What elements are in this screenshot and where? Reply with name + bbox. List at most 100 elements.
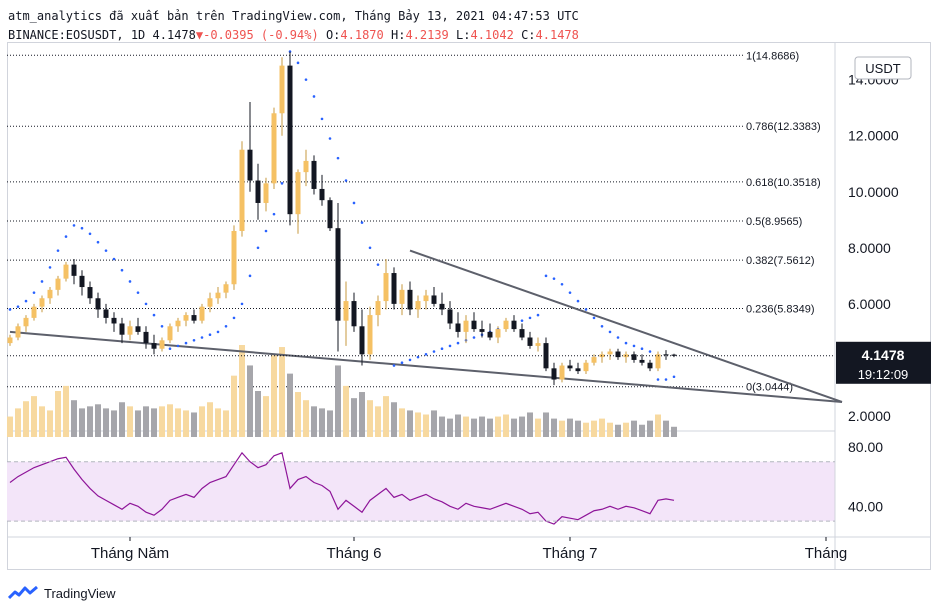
candle[interactable] (575, 362, 581, 374)
trendlines[interactable] (9, 249, 843, 403)
candle[interactable] (647, 359, 653, 372)
candle[interactable] (7, 334, 13, 346)
candle[interactable] (47, 287, 53, 304)
candle[interactable] (535, 337, 541, 352)
candle[interactable] (455, 312, 461, 338)
candle[interactable] (351, 292, 357, 332)
candle[interactable] (119, 317, 125, 344)
candle[interactable] (135, 317, 141, 335)
candle[interactable] (623, 351, 629, 363)
candle[interactable] (207, 292, 213, 313)
candle[interactable] (511, 315, 517, 332)
candle[interactable] (407, 281, 413, 316)
candle[interactable] (223, 281, 229, 299)
trendline-1[interactable] (409, 249, 843, 403)
candle[interactable] (439, 292, 445, 316)
candle-body (615, 351, 621, 358)
candle[interactable] (303, 149, 309, 187)
candle[interactable] (199, 303, 205, 324)
candle[interactable] (335, 202, 341, 352)
candle[interactable] (95, 292, 101, 318)
candle[interactable] (479, 320, 485, 338)
parabolic-sar (8, 50, 676, 381)
candle[interactable] (463, 315, 469, 344)
candles[interactable] (7, 51, 677, 386)
candle[interactable] (639, 354, 645, 366)
candle[interactable] (503, 317, 509, 332)
candle[interactable] (287, 51, 293, 226)
candle[interactable] (127, 320, 133, 341)
candle[interactable] (63, 261, 69, 282)
tradingview-logo[interactable]: TradingView (8, 584, 116, 602)
candle[interactable] (279, 57, 285, 136)
candle[interactable] (167, 323, 173, 344)
volume-bar (103, 408, 109, 437)
symbol-label[interactable]: BINANCE:EOSUSDT, 1D (8, 28, 146, 42)
candle[interactable] (471, 312, 477, 332)
candle[interactable] (175, 317, 181, 332)
candle[interactable] (447, 301, 453, 330)
candle[interactable] (551, 362, 557, 386)
candle[interactable] (431, 287, 437, 307)
candle[interactable] (607, 348, 613, 360)
candle[interactable] (359, 309, 365, 366)
candle[interactable] (191, 309, 197, 324)
candle[interactable] (495, 326, 501, 344)
currency-badge[interactable]: USDT (854, 56, 912, 80)
candle[interactable] (239, 141, 245, 237)
candle[interactable] (343, 281, 349, 346)
candle[interactable] (247, 102, 253, 192)
candle[interactable] (375, 295, 381, 327)
candle[interactable] (55, 275, 61, 296)
candle[interactable] (519, 323, 525, 341)
candle[interactable] (599, 351, 605, 363)
candle[interactable] (399, 284, 405, 316)
candle[interactable] (15, 323, 21, 341)
volume-bar (287, 373, 293, 437)
candle[interactable] (583, 359, 589, 374)
sar-dot (296, 61, 300, 65)
candle[interactable] (527, 331, 533, 349)
volume-bar (23, 401, 29, 437)
candle[interactable] (295, 169, 301, 234)
candle[interactable] (31, 303, 37, 321)
candle[interactable] (311, 155, 317, 195)
candle-body (663, 354, 669, 356)
candle[interactable] (415, 295, 421, 318)
sar-dot (424, 353, 428, 356)
trendline-0[interactable] (9, 330, 843, 403)
candle[interactable] (655, 351, 661, 372)
candle[interactable] (543, 337, 549, 372)
candle[interactable] (487, 323, 493, 341)
candle[interactable] (615, 348, 621, 360)
candle[interactable] (87, 281, 93, 304)
candle[interactable] (79, 270, 85, 296)
candle[interactable] (591, 354, 597, 366)
candle[interactable] (71, 259, 77, 285)
candle-body (135, 326, 141, 332)
candle[interactable] (103, 303, 109, 324)
candle[interactable] (23, 315, 29, 332)
candle[interactable] (319, 174, 325, 206)
candle[interactable] (231, 225, 237, 290)
candle[interactable] (151, 334, 157, 355)
candle[interactable] (111, 312, 117, 332)
candle[interactable] (327, 197, 333, 231)
candle[interactable] (215, 287, 221, 304)
candle[interactable] (271, 107, 277, 189)
candle[interactable] (559, 362, 565, 383)
candle[interactable] (391, 267, 397, 310)
candle[interactable] (143, 326, 149, 349)
candle[interactable] (383, 259, 389, 310)
candle[interactable] (663, 350, 669, 360)
candle[interactable] (255, 163, 261, 220)
candle[interactable] (367, 306, 373, 360)
candle[interactable] (263, 177, 269, 212)
candle[interactable] (423, 289, 429, 310)
candle[interactable] (39, 295, 45, 313)
candle[interactable] (183, 312, 189, 327)
candle[interactable] (631, 351, 637, 363)
candle[interactable] (159, 337, 165, 352)
candle[interactable] (567, 359, 573, 372)
